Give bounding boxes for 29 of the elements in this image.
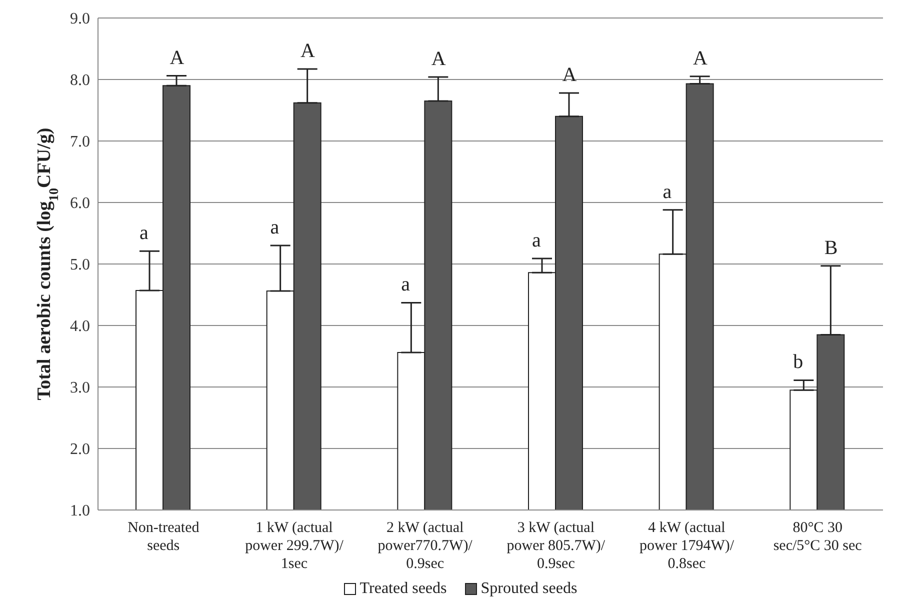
annotation: b <box>793 351 804 374</box>
y-tick-label: 2.0 <box>70 441 90 458</box>
x-tick-label: 3 kW (actual power 805.7W)/ 0.9sec <box>506 520 606 572</box>
legend-label: Treated seeds <box>360 580 447 598</box>
y-tick-label: 8.0 <box>70 72 90 90</box>
annotation: A <box>693 47 708 70</box>
y-tick-label: 1.0 <box>70 502 90 520</box>
y-tick-label: 5.0 <box>70 256 90 274</box>
x-tick-label: 80°C 30 sec/5°C 30 sec <box>773 520 862 554</box>
x-tick-label: Non-treated seeds <box>128 520 200 554</box>
y-tick-label: 6.0 <box>70 195 90 212</box>
annotation: A <box>300 40 316 62</box>
annotation: a <box>401 274 410 296</box>
y-tick-label: 7.0 <box>70 134 90 151</box>
y-tick-label: 4.0 <box>70 318 90 336</box>
legend-label: Sprouted seeds <box>480 580 578 598</box>
annotation: A <box>431 48 446 70</box>
x-tick-label: 1 kW (actual power 299.7W)/ 1sec <box>245 520 344 572</box>
annotation: B <box>824 236 838 259</box>
annotation: A <box>562 64 578 86</box>
annotation: a <box>139 222 148 244</box>
y-tick-label: 3.0 <box>70 380 90 397</box>
annotation: a <box>662 180 672 203</box>
annotation: a <box>270 216 280 239</box>
annotation: a <box>532 229 541 252</box>
y-tick-label: 9.0 <box>70 10 90 28</box>
annotation: A <box>170 46 185 69</box>
x-tick-label: 4 kW (actual power 1794W)/ 0.8sec <box>639 520 735 572</box>
x-tick-label: 2 kW (actual power770.7W)/ 0.9sec <box>378 520 474 572</box>
